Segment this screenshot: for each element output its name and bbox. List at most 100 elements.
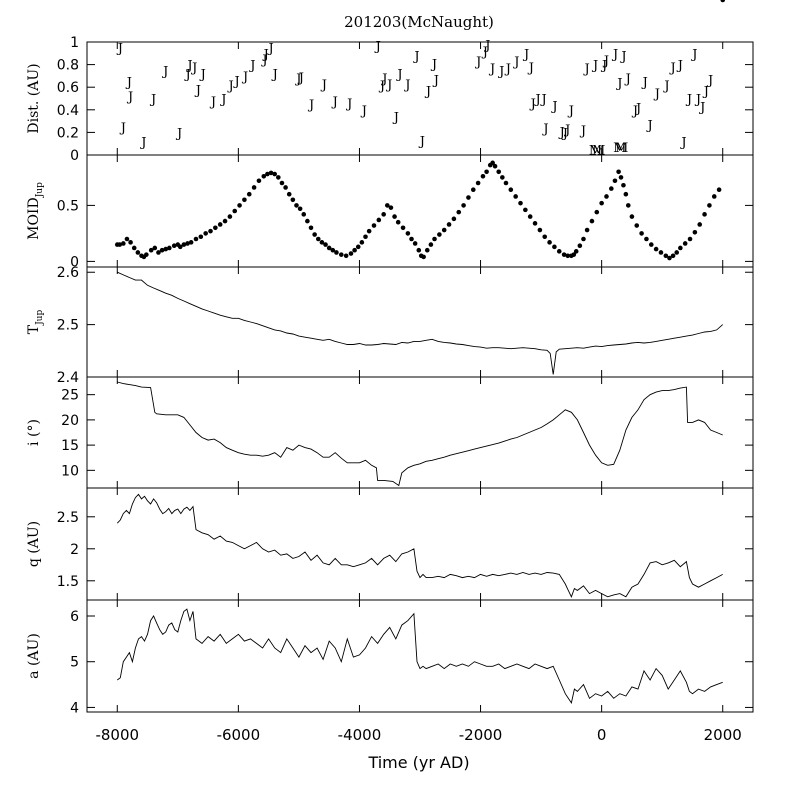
data-point xyxy=(697,222,703,227)
marker-j: J xyxy=(497,64,504,79)
data-point xyxy=(547,240,552,245)
marker-j: J xyxy=(662,79,669,94)
marker-j: J xyxy=(260,53,267,68)
data-point xyxy=(634,223,640,228)
marker-j: J xyxy=(634,102,641,117)
marker-j: J xyxy=(126,90,133,105)
data-point xyxy=(451,216,457,222)
data-point xyxy=(625,203,631,208)
x-tick-label: -8000 xyxy=(95,726,139,744)
marker-j: J xyxy=(641,76,648,91)
data-point xyxy=(682,241,688,246)
data-point xyxy=(441,227,447,233)
marker-j: J xyxy=(563,123,570,138)
data-point xyxy=(644,236,649,242)
x-tick-label: 2000 xyxy=(704,726,742,744)
data-point xyxy=(542,234,548,240)
y-tick-label: 0.6 xyxy=(57,80,79,96)
marker-j: J xyxy=(184,68,191,83)
data-point xyxy=(163,246,169,252)
data-point xyxy=(466,195,471,200)
data-point xyxy=(268,170,274,176)
marker-j: J xyxy=(631,104,638,119)
data-point xyxy=(359,240,365,245)
marker-j: J xyxy=(694,93,701,108)
data-point xyxy=(371,223,377,228)
marker-j: J xyxy=(185,59,192,74)
data-point xyxy=(343,253,349,259)
data-point xyxy=(692,229,698,235)
data-point xyxy=(446,222,452,227)
marker-j: J xyxy=(698,100,705,115)
marker-j: J xyxy=(567,104,574,119)
data-point xyxy=(500,175,505,180)
y-tick-label: 0.4 xyxy=(57,103,79,119)
y-tick-label: 5 xyxy=(70,655,79,671)
data-point xyxy=(294,203,299,208)
data-point xyxy=(193,236,199,242)
marker-j: J xyxy=(412,50,419,65)
marker-j: J xyxy=(533,93,540,108)
y-tick-label: 0 xyxy=(70,148,79,164)
marker-j: J xyxy=(550,99,557,114)
marker-j: J xyxy=(226,79,233,94)
data-point xyxy=(437,232,442,237)
data-point xyxy=(185,241,190,246)
data-point xyxy=(227,214,233,219)
marker-j: J xyxy=(527,61,534,76)
data-point xyxy=(177,244,183,250)
marker-m: M xyxy=(592,143,605,158)
marker-j: J xyxy=(360,104,367,119)
data-point xyxy=(518,200,523,206)
data-point xyxy=(279,180,285,186)
data-point xyxy=(308,225,314,231)
data-point xyxy=(376,217,382,223)
data-point xyxy=(421,254,426,260)
data-point xyxy=(556,249,562,254)
marker-j: J xyxy=(395,68,402,83)
data-point xyxy=(609,186,614,191)
y-tick-label: 25 xyxy=(61,388,79,404)
marker-j: J xyxy=(541,122,548,137)
data-point xyxy=(213,225,218,231)
data-point xyxy=(181,242,187,247)
marker-j: J xyxy=(488,62,495,77)
data-point xyxy=(409,236,414,242)
data-point xyxy=(670,253,676,259)
data-point xyxy=(148,247,154,253)
marker-j: J xyxy=(297,71,304,86)
marker-j: J xyxy=(611,47,618,62)
y-tick-label: 2 xyxy=(70,542,79,558)
data-point xyxy=(246,191,252,197)
x-tick-label: -4000 xyxy=(338,726,382,744)
data-point xyxy=(711,194,717,199)
marker-j: J xyxy=(139,135,146,150)
data-point xyxy=(621,182,626,188)
data-point xyxy=(513,194,518,199)
y-axis-label: TJup xyxy=(26,310,45,335)
marker-j: J xyxy=(600,59,607,74)
marker-j: J xyxy=(219,93,226,108)
data-point xyxy=(687,236,693,242)
marker-j: J xyxy=(702,85,709,100)
marker-j: J xyxy=(653,87,660,102)
data-point xyxy=(432,236,437,242)
data-point xyxy=(135,250,141,255)
marker-j: J xyxy=(119,121,126,136)
marker-j: J xyxy=(645,118,652,133)
data-point xyxy=(581,236,586,242)
data-point xyxy=(503,180,509,186)
data-point xyxy=(124,236,130,242)
marker-j: J xyxy=(561,126,568,141)
series-line xyxy=(117,271,723,375)
marker-j: J xyxy=(161,64,168,79)
data-point xyxy=(198,234,204,240)
data-point xyxy=(561,252,567,257)
marker-j: J xyxy=(418,134,425,149)
marker-j: J xyxy=(374,39,381,54)
data-point xyxy=(352,247,357,253)
y-tick-label: 0.8 xyxy=(57,58,79,74)
y-axis-label-subscript: Jup xyxy=(35,310,45,326)
data-point xyxy=(552,244,557,250)
